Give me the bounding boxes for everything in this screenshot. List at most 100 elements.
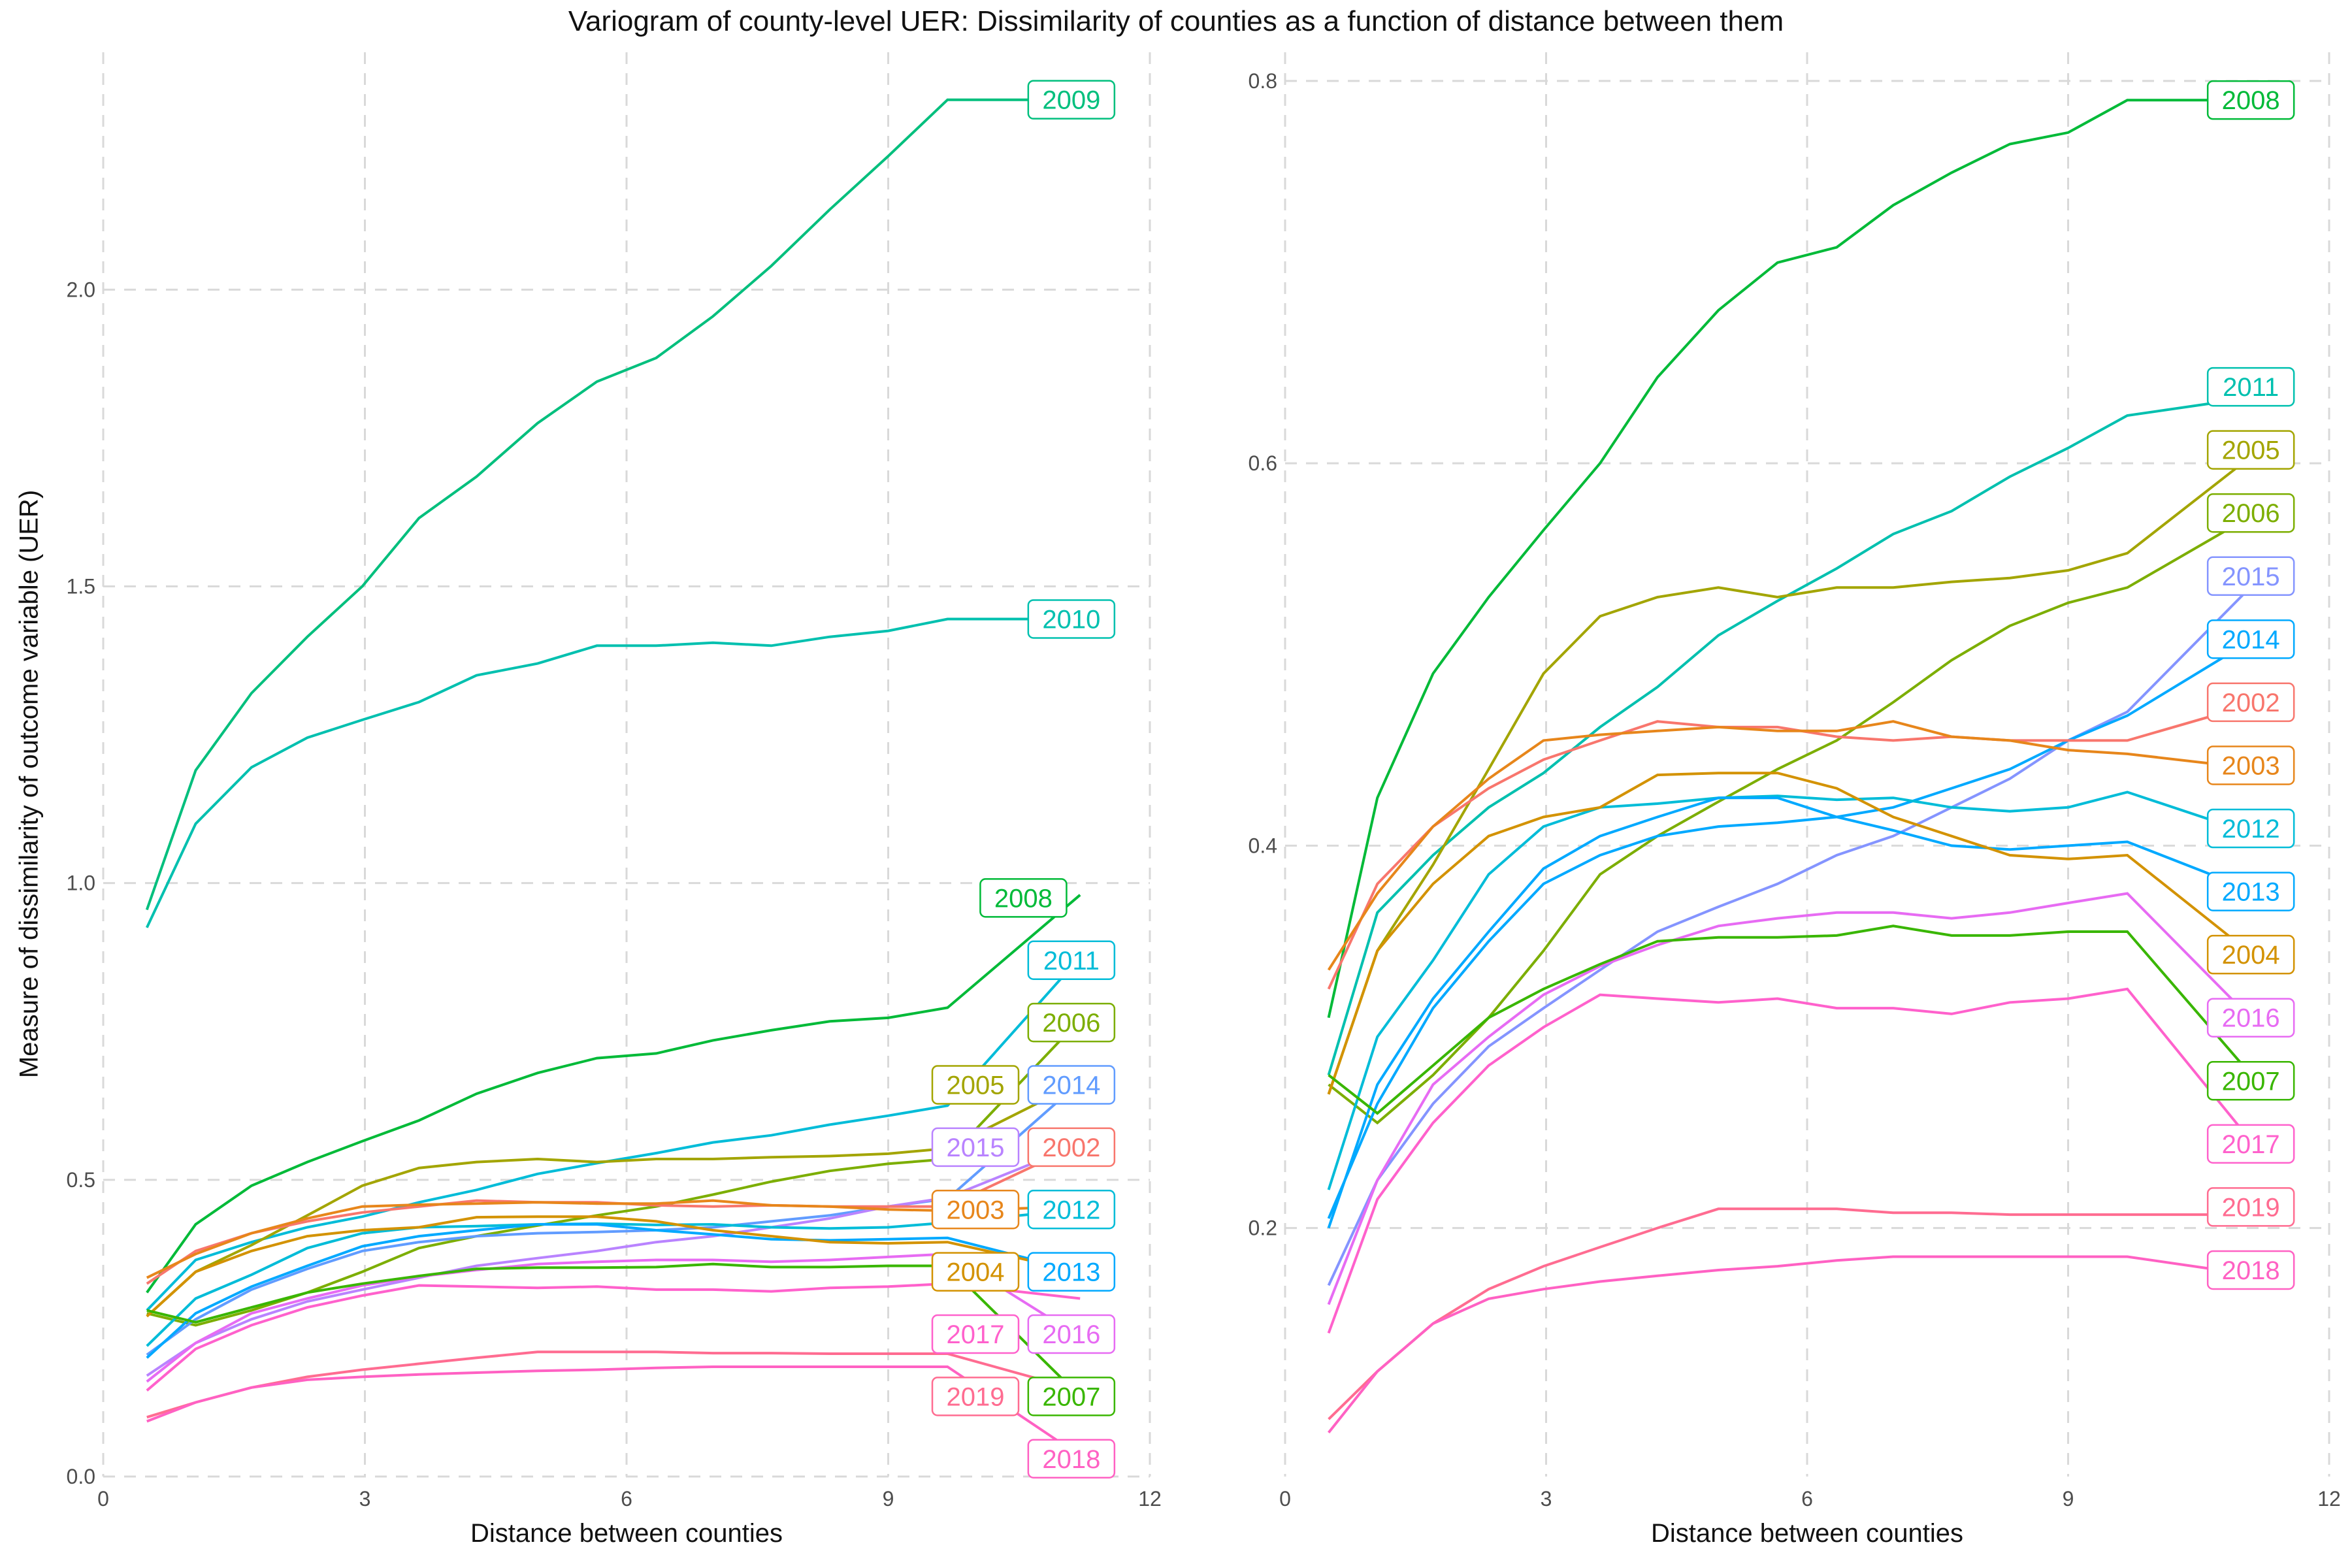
series-line-2018 xyxy=(146,1365,1081,1457)
series-label-2014: 2014 xyxy=(1042,1071,1100,1100)
y-tick-label: 1.0 xyxy=(67,872,95,895)
series-label-box-2002 xyxy=(1027,1127,1116,1168)
series-label-box-2014 xyxy=(1027,1065,1116,1105)
x-tick-label: 9 xyxy=(883,1487,894,1511)
y-tick-label: 0.6 xyxy=(1249,451,1277,475)
series-label-2004: 2004 xyxy=(947,1258,1005,1287)
x-tick-label: 12 xyxy=(2317,1487,2341,1511)
series-label-box-2018 xyxy=(2206,1250,2295,1290)
series-line-2007 xyxy=(146,1262,1081,1397)
series-label-2016: 2016 xyxy=(2222,1004,2280,1033)
series-label-2009: 2009 xyxy=(1042,86,1100,115)
series-label-box-2008 xyxy=(2206,80,2295,120)
series-label-box-2008 xyxy=(979,878,1068,918)
series-label-box-2011 xyxy=(1027,940,1116,980)
series-label-2008: 2008 xyxy=(2222,86,2280,115)
series-label-box-2005 xyxy=(2206,430,2295,470)
series-label-box-2010 xyxy=(1027,599,1116,639)
series-line-2014 xyxy=(146,1081,1081,1356)
series-label-2003: 2003 xyxy=(2222,751,2280,780)
series-label-box-2004 xyxy=(931,1252,1020,1292)
series-label-box-2019 xyxy=(2206,1187,2295,1227)
series-label-box-2007 xyxy=(2206,1061,2295,1101)
x-tick-label: 6 xyxy=(1801,1487,1813,1511)
series-line-2013 xyxy=(1327,796,2261,1229)
y-tick-label: 0.2 xyxy=(1249,1217,1277,1240)
series-label-2014: 2014 xyxy=(2222,625,2280,654)
series-line-2019 xyxy=(146,1350,1081,1419)
series-line-2004 xyxy=(146,1215,1081,1318)
series-label-2018: 2018 xyxy=(1042,1445,1100,1474)
series-label-box-2012 xyxy=(1027,1190,1116,1230)
x-tick-label: 3 xyxy=(1541,1487,1552,1511)
series-label-box-2006 xyxy=(1027,1002,1116,1043)
series-label-2012: 2012 xyxy=(1042,1196,1100,1224)
series-label-2002: 2002 xyxy=(2222,689,2280,717)
series-label-box-2013 xyxy=(1027,1252,1116,1292)
series-line-2005 xyxy=(146,1081,1081,1318)
series-label-2017: 2017 xyxy=(947,1320,1005,1349)
y-tick-label: 2.0 xyxy=(67,278,95,301)
series-label-2003: 2003 xyxy=(947,1196,1005,1224)
x-tick-label: 12 xyxy=(1138,1487,1162,1511)
right-panel: 0 3 6 9 12 0.2 0.4 0.6 0.8 Distance between count… xyxy=(1249,52,2341,1548)
series-label-2005: 2005 xyxy=(2222,436,2280,465)
y-tick-label: 0.4 xyxy=(1249,834,1277,857)
series-line-2015 xyxy=(146,1143,1081,1377)
x-tick-label: 9 xyxy=(2063,1487,2074,1511)
x-tick-label: 0 xyxy=(97,1487,109,1511)
series-label-2013: 2013 xyxy=(1042,1258,1100,1287)
series-label-2017: 2017 xyxy=(2222,1130,2280,1159)
series-line-2006 xyxy=(146,1019,1081,1327)
series-label-box-2012 xyxy=(2206,808,2295,849)
series-label-box-2013 xyxy=(2206,872,2295,911)
series-label-2016: 2016 xyxy=(1042,1320,1100,1349)
series-label-box-2007 xyxy=(1027,1377,1116,1416)
series-label-box-2002 xyxy=(2206,682,2295,723)
series-label-2018: 2018 xyxy=(2222,1256,2280,1285)
series-line-2009 xyxy=(145,98,1081,911)
series-label-box-2017 xyxy=(931,1314,1020,1354)
series-label-2012: 2012 xyxy=(2222,815,2280,843)
series-label-2015: 2015 xyxy=(947,1134,1005,1162)
series-label-2004: 2004 xyxy=(2222,941,2280,970)
series-line-2016 xyxy=(1327,892,2261,1305)
series-label-box-2003 xyxy=(2206,745,2295,785)
series-line-2007 xyxy=(1328,924,2261,1115)
x-tick-label: 6 xyxy=(621,1487,632,1511)
left-panel: 0 3 6 9 12 0.0 0.5 1.0 1.5 2.0 Distance between co… xyxy=(67,52,1162,1548)
series-label-2007: 2007 xyxy=(1042,1382,1100,1411)
x-tick-label: 3 xyxy=(359,1487,371,1511)
series-line-2004 xyxy=(1327,772,2261,1095)
series-label-2010: 2010 xyxy=(1042,605,1100,634)
series-line-2017 xyxy=(1327,987,2261,1334)
series-label-box-2015 xyxy=(931,1127,1020,1168)
series-line-2013 xyxy=(146,1223,1081,1359)
series-line-2008 xyxy=(1327,99,2260,1019)
series-line-2003 xyxy=(146,1199,1081,1279)
x-axis-title: Distance between counties xyxy=(470,1519,783,1548)
x-tick-label: 0 xyxy=(1279,1487,1291,1511)
series-label-box-2014 xyxy=(2206,619,2295,659)
series-line-2010 xyxy=(145,617,1081,928)
series-label-box-2017 xyxy=(2206,1124,2295,1164)
series-label-2007: 2007 xyxy=(2222,1067,2280,1096)
series-line-2003 xyxy=(1327,720,2260,971)
series-label-box-2011 xyxy=(2206,367,2295,407)
series-label-2019: 2019 xyxy=(947,1382,1005,1411)
series-label-2013: 2013 xyxy=(2222,878,2280,907)
series-label-2011: 2011 xyxy=(1043,947,1100,975)
series-line-2018 xyxy=(1328,1255,2260,1433)
series-line-2002 xyxy=(1327,700,2261,990)
series-label-2006: 2006 xyxy=(1042,1009,1100,1037)
series-label-box-2018 xyxy=(1027,1439,1116,1478)
series-label-box-2019 xyxy=(931,1377,1020,1416)
series-label-box-2006 xyxy=(2206,493,2295,533)
series-label-2019: 2019 xyxy=(2222,1193,2280,1222)
series-label-2011: 2011 xyxy=(2223,373,2279,402)
series-line-2017 xyxy=(146,1282,1081,1392)
series-label-box-2016 xyxy=(2206,998,2295,1037)
series-label-box-2003 xyxy=(931,1190,1020,1230)
series-line-2016 xyxy=(146,1252,1081,1383)
